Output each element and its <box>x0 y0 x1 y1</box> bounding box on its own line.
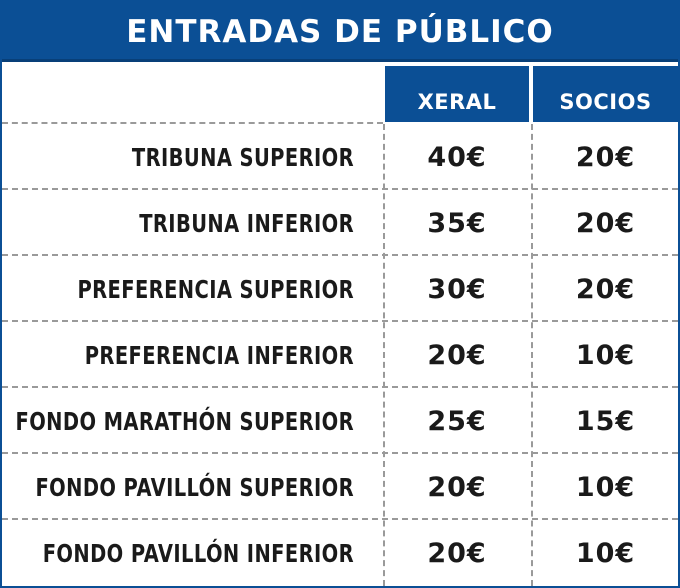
divider <box>2 122 383 124</box>
price-socios: 15€ <box>575 405 636 437</box>
table-row: TRIBUNA INFERIOR 35€ 20€ <box>2 190 678 256</box>
table-body: TRIBUNA SUPERIOR 40€ 20€ TRIBUNA INFERIO… <box>2 124 678 586</box>
title-bar: ENTRADAS DE PÚBLICO <box>2 2 678 62</box>
column-divider <box>531 124 533 586</box>
row-label: TRIBUNA INFERIOR <box>139 208 354 238</box>
price-xeral: 20€ <box>427 471 487 503</box>
header-row: XERAL SOCIOS <box>2 62 678 124</box>
price-xeral: 30€ <box>427 273 487 305</box>
row-label: PREFERENCIA SUPERIOR <box>77 274 354 304</box>
column-header-socios: SOCIOS <box>533 66 678 122</box>
price-xeral: 20€ <box>427 537 487 569</box>
price-socios: 20€ <box>575 273 636 305</box>
row-label: FONDO PAVILLÓN SUPERIOR <box>35 472 355 502</box>
page-title: ENTRADAS DE PÚBLICO <box>126 14 554 50</box>
table-row: PREFERENCIA INFERIOR 20€ 10€ <box>2 322 678 388</box>
table-row: PREFERENCIA SUPERIOR 30€ 20€ <box>2 256 678 322</box>
table-row: TRIBUNA SUPERIOR 40€ 20€ <box>2 124 678 190</box>
price-socios: 10€ <box>575 471 636 503</box>
price-xeral: 40€ <box>427 141 487 173</box>
price-socios: 10€ <box>575 537 636 569</box>
table-row: FONDO PAVILLÓN INFERIOR 20€ 10€ <box>2 520 678 586</box>
price-socios: 10€ <box>575 339 636 371</box>
price-xeral: 20€ <box>427 339 487 371</box>
price-socios: 20€ <box>575 207 636 239</box>
price-xeral: 35€ <box>427 207 487 239</box>
row-label: PREFERENCIA INFERIOR <box>84 340 354 370</box>
row-label: TRIBUNA SUPERIOR <box>131 142 354 172</box>
row-label: FONDO PAVILLÓN INFERIOR <box>42 538 355 568</box>
row-label: FONDO MARATHÓN SUPERIOR <box>15 406 354 436</box>
column-header-xeral: XERAL <box>385 66 529 122</box>
price-xeral: 25€ <box>427 405 487 437</box>
price-socios: 20€ <box>575 141 636 173</box>
column-divider <box>383 124 385 586</box>
table-row: FONDO PAVILLÓN SUPERIOR 20€ 10€ <box>2 454 678 520</box>
table-row: FONDO MARATHÓN SUPERIOR 25€ 15€ <box>2 388 678 454</box>
